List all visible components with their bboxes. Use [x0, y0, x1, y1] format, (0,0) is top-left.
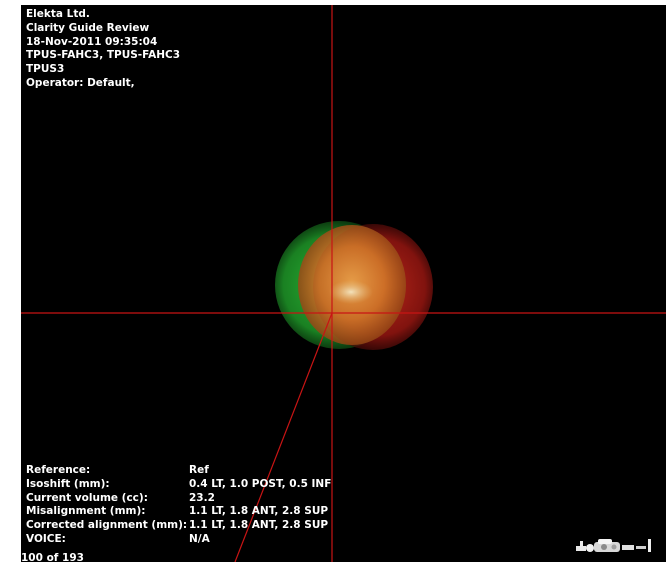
status-value: 1.1 LT, 1.8 ANT, 2.8 SUP: [189, 505, 329, 518]
operator: Operator: Default,: [26, 76, 135, 89]
status-row-reference: Reference: Ref: [26, 464, 331, 478]
status-label: Misalignment (mm):: [26, 505, 146, 518]
datetime: 18-Nov-2011 09:35:04: [26, 35, 158, 48]
session-id: TPUS3: [26, 63, 65, 76]
company-name: Elekta Ltd.: [26, 8, 90, 20]
status-value: 23.2: [189, 491, 215, 504]
status-label: VOICE:: [26, 532, 66, 545]
status-row-misalignment: Misalignment (mm): 1.1 LT, 1.8 ANT, 2.8 …: [26, 505, 331, 519]
status-value: 0.4 LT, 1.0 POST, 0.5 INF: [189, 477, 332, 490]
status-label: Corrected alignment (mm):: [26, 519, 188, 532]
status-label: Isoshift (mm):: [26, 477, 110, 490]
render-scene[interactable]: [21, 5, 666, 562]
status-row-current-volume: Current volume (cc): 23.2: [26, 492, 331, 506]
frame-counter: 100 of 193: [21, 552, 84, 562]
status-value: 1.1 LT, 1.8 ANT, 2.8 SUP: [189, 519, 329, 532]
orientation-indicator-icon[interactable]: [574, 533, 656, 555]
header-info: Elekta Ltd. Clarity Guide Review 18-Nov-…: [26, 8, 180, 91]
status-value: Ref: [189, 464, 209, 476]
status-label: Reference:: [26, 464, 91, 476]
beam-axis-line: [234, 312, 333, 562]
status-value: N/A: [189, 532, 210, 545]
alignment-status-table: Reference: Ref Isoshift (mm): 0.4 LT, 1.…: [26, 464, 331, 547]
status-row-isoshift: Isoshift (mm): 0.4 LT, 1.0 POST, 0.5 INF: [26, 478, 331, 492]
status-label: Current volume (cc):: [26, 491, 148, 504]
surface-highlight: [329, 280, 373, 304]
application-name: Clarity Guide Review: [26, 21, 150, 34]
status-row-corrected-alignment: Corrected alignment (mm): 1.1 LT, 1.8 AN…: [26, 519, 331, 533]
status-row-voice: VOICE: N/A: [26, 533, 331, 547]
3d-viewport[interactable]: Elekta Ltd. Clarity Guide Review 18-Nov-…: [21, 5, 666, 562]
patient-ids: TPUS-FAHC3, TPUS-FAHC3: [26, 49, 181, 62]
